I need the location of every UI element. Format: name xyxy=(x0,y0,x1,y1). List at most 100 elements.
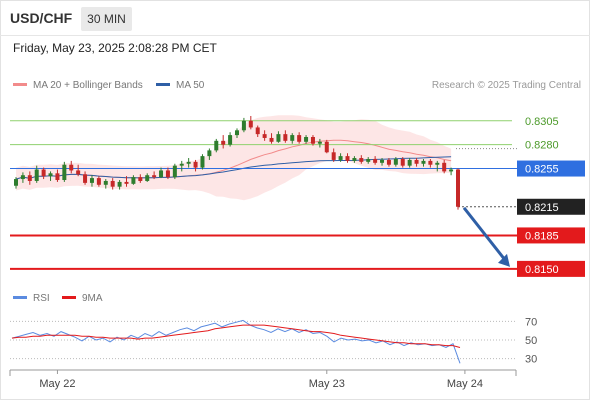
legend-rsi-label: RSI xyxy=(33,293,50,304)
legend-ma50: MA 50 xyxy=(156,80,204,91)
candle-body-47 xyxy=(338,156,343,160)
candle-body-13 xyxy=(103,180,108,185)
candle-body-24 xyxy=(179,163,184,166)
candle-body-37 xyxy=(269,137,274,142)
candle-body-20 xyxy=(152,175,157,178)
level-tag-5 xyxy=(517,260,585,277)
rsi-line xyxy=(11,319,461,364)
symbol-title: USD/CHF xyxy=(10,10,73,26)
candle-body-29 xyxy=(214,140,219,151)
candle-body-9 xyxy=(76,170,81,175)
legend-ma50-label: MA 50 xyxy=(176,80,205,91)
time-label-1: May 23 xyxy=(309,378,345,390)
candle-body-36 xyxy=(262,134,267,138)
candle-body-27 xyxy=(200,156,205,168)
rsi-tick-1: 50 xyxy=(525,335,537,347)
candle-body-45 xyxy=(324,141,329,153)
candle-body-15 xyxy=(117,181,122,187)
candle-body-28 xyxy=(207,150,212,157)
candle-body-33 xyxy=(241,120,246,131)
legend-rsi: RSI xyxy=(13,293,50,304)
candle-body-63 xyxy=(449,169,454,172)
candle-body-50 xyxy=(359,158,364,162)
bollinger-band xyxy=(16,115,452,201)
level-label-0: 0.8305 xyxy=(525,116,559,128)
forecast-arrow-head xyxy=(498,253,510,267)
candle-body-30 xyxy=(221,140,226,145)
forecast-arrow-shaft xyxy=(462,206,507,261)
candle-body-53 xyxy=(380,159,385,163)
level-tag-4 xyxy=(517,227,585,244)
candle-body-5 xyxy=(48,173,53,177)
ma50-swatch xyxy=(156,82,170,86)
candle-body-3 xyxy=(34,169,39,181)
candle-body-39 xyxy=(283,134,288,141)
candle-body-56 xyxy=(400,158,405,166)
candle-body-14 xyxy=(110,180,115,187)
rsi-tick-0: 70 xyxy=(525,316,537,328)
candle-body-43 xyxy=(310,137,315,144)
rsi-ma-swatch xyxy=(62,295,76,299)
candle-body-31 xyxy=(228,135,233,145)
candle-body-44 xyxy=(317,141,322,144)
candle-body-25 xyxy=(186,161,191,164)
candle-body-1 xyxy=(20,175,25,180)
legend-ma20-label: MA 20 + Bollinger Bands xyxy=(33,80,143,91)
level-label-3: 0.8215 xyxy=(525,202,559,214)
rsi-tick-2: 30 xyxy=(525,354,537,366)
level-tag-3 xyxy=(517,198,585,215)
candle-body-40 xyxy=(290,135,295,141)
candle-body-54 xyxy=(386,159,391,165)
candle-body-59 xyxy=(421,160,426,164)
candle-body-17 xyxy=(131,177,136,184)
time-label-0: May 22 xyxy=(39,378,75,390)
timeframe-button[interactable]: 30 MIN xyxy=(81,7,132,31)
ma50-line xyxy=(15,156,452,180)
legend-ma20: MA 20 + Bollinger Bands xyxy=(13,80,143,91)
legend-rsi-ma: 9MA xyxy=(62,293,103,304)
candle-body-32 xyxy=(235,130,239,136)
candle-body-57 xyxy=(407,159,412,166)
candle-body-7 xyxy=(62,164,67,181)
candle-body-52 xyxy=(373,158,378,163)
level-label-4: 0.8185 xyxy=(525,230,559,242)
candle-body-35 xyxy=(255,127,260,135)
candle-body-6 xyxy=(55,173,60,181)
candle-body-26 xyxy=(193,161,198,168)
candle-body-19 xyxy=(145,175,150,181)
rsi-ma-line xyxy=(11,324,461,348)
timestamp: Friday, May 23, 2025 2:08:28 PM CET xyxy=(13,41,217,55)
candle-body-48 xyxy=(345,156,350,161)
level-label-1: 0.8280 xyxy=(525,140,559,152)
candle-body-18 xyxy=(138,177,143,181)
time-label-2: May 24 xyxy=(447,378,483,390)
level-label-5: 0.8150 xyxy=(525,264,559,276)
candle-body-0 xyxy=(14,179,18,186)
credit-text: Research © 2025 Trading Central xyxy=(431,80,581,91)
candle-body-64 xyxy=(456,169,460,207)
candle-body-21 xyxy=(159,170,164,178)
level-label-2: 0.8255 xyxy=(525,164,559,176)
candle-body-11 xyxy=(89,178,94,183)
candle-body-38 xyxy=(276,134,281,142)
candle-body-34 xyxy=(248,120,253,128)
candle-body-10 xyxy=(83,174,88,183)
candle-body-42 xyxy=(304,137,309,142)
level-tag-2 xyxy=(517,160,585,177)
candle-body-55 xyxy=(393,158,398,165)
candle-body-41 xyxy=(297,135,302,142)
candle-body-23 xyxy=(172,165,177,178)
candle-body-58 xyxy=(414,159,419,164)
candle-body-62 xyxy=(442,162,447,172)
rsi-swatch xyxy=(13,295,27,299)
candle-body-46 xyxy=(331,152,336,160)
ma20-swatch xyxy=(13,82,27,86)
candle-body-51 xyxy=(366,158,371,162)
legend-rsi-ma-label: 9MA xyxy=(82,293,103,304)
candle-body-2 xyxy=(27,175,32,181)
candle-body-60 xyxy=(428,160,433,165)
candle-body-4 xyxy=(41,169,46,177)
candle-body-61 xyxy=(435,162,440,165)
candle-body-16 xyxy=(124,181,129,184)
